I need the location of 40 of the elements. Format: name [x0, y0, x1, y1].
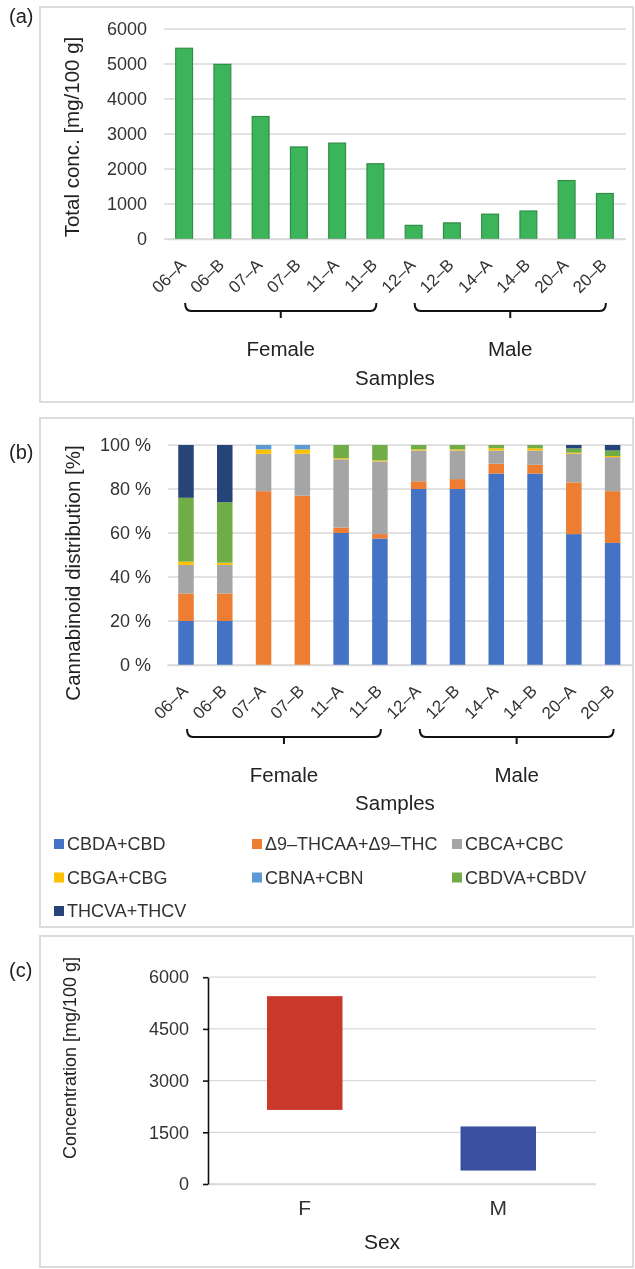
y-tick-label: 40 % [109, 567, 151, 588]
y-tick-label: 3000 [106, 124, 147, 145]
y-tick-label: 4500 [148, 1019, 189, 1040]
y-tick-label: 4000 [106, 89, 147, 110]
y-tick-label: 60 % [109, 523, 151, 544]
y-axis-title: Total conc. [mg/100 g] [60, 36, 84, 238]
y-tick-label: 100 % [99, 435, 151, 456]
y-axis-title: Cannabinoid distribution [%] [61, 445, 85, 701]
x-axis-title: Samples [355, 366, 435, 389]
y-tick-label: 1000 [106, 194, 147, 215]
legend-label: Δ9–THCAA+Δ9–THC [265, 834, 438, 855]
x-tick-label: F [298, 1195, 312, 1219]
y-axis-title: Concentration [mg/100 g] [60, 956, 81, 1160]
text: Female [246, 337, 315, 360]
y-tick-label: 1500 [148, 1122, 189, 1143]
legend-label: CBDVA+CBDV [465, 867, 587, 888]
text: Male [488, 337, 533, 360]
y-tick-label: 5000 [106, 54, 147, 75]
x-tick-label: M [489, 1195, 507, 1219]
text: (c) [9, 959, 33, 981]
legend-label: THCVA+THCV [67, 901, 187, 922]
y-tick-label: 6000 [148, 967, 189, 988]
y-tick-label: 3000 [148, 1070, 189, 1091]
y-tick-label: 0 [136, 229, 147, 250]
x-axis-title: Samples [355, 791, 435, 814]
x-axis-title: Sex [363, 1230, 401, 1253]
legend-label: CBCA+CBC [465, 834, 564, 855]
y-tick-label: 6000 [106, 19, 147, 40]
y-tick-label: 2000 [106, 159, 147, 180]
y-tick-label: 20 % [109, 611, 151, 632]
y-tick-label: 0 % [119, 655, 151, 676]
legend-label: CBDA+CBD [67, 834, 166, 855]
y-tick-label: 80 % [109, 479, 151, 500]
legend-label: CBGA+CBG [67, 867, 168, 888]
chart-title: (b) [9, 441, 34, 463]
text: Male [494, 763, 539, 786]
chart-title: (a) [9, 5, 34, 27]
y-tick-label: 0 [178, 1174, 189, 1195]
legend-label: CBNA+CBN [265, 867, 364, 888]
text: Female [249, 763, 319, 786]
